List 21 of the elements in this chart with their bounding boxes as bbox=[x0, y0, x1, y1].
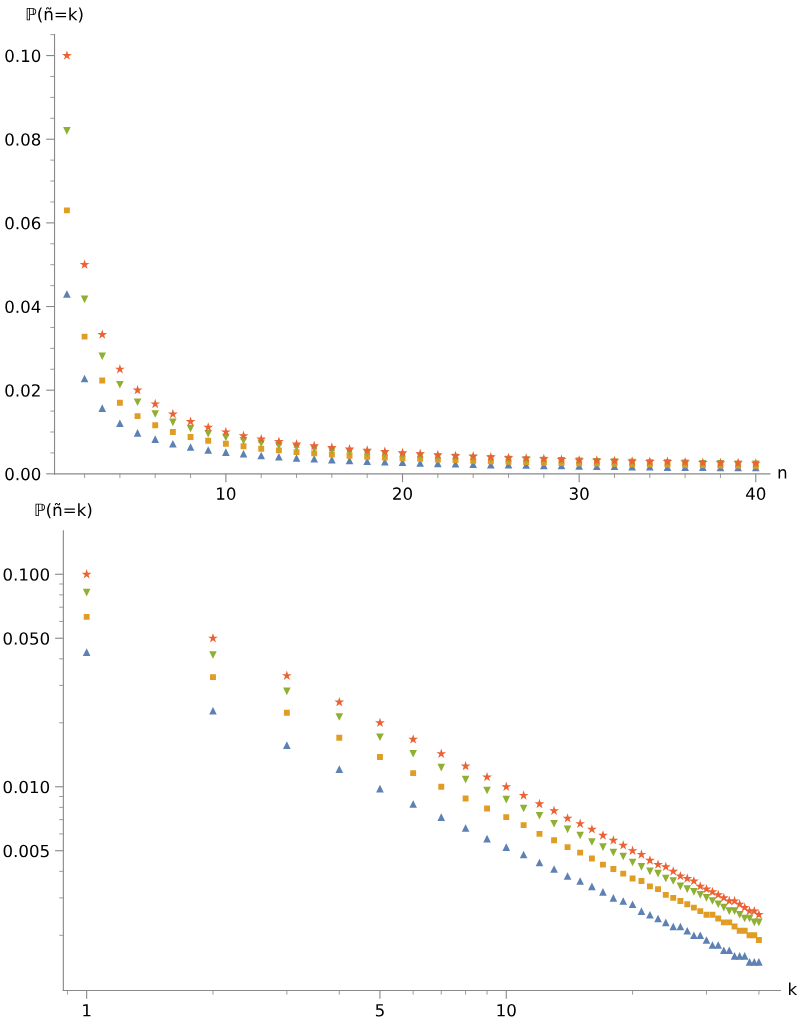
x-tick-label: 20 bbox=[393, 487, 413, 500]
x-tick-label: 5 bbox=[375, 1004, 384, 1017]
y-axis-title: ℙ(ñ=k) bbox=[35, 503, 92, 519]
y-tick-label: 0.06 bbox=[5, 216, 41, 230]
x-tick-label: 10 bbox=[497, 1003, 516, 1017]
y-axis-title: ℙ(ñ=k) bbox=[26, 7, 83, 23]
x-tick-label: 1 bbox=[83, 1004, 91, 1017]
y-tick-label: 0.04 bbox=[5, 300, 41, 314]
x-axis-title: n bbox=[778, 469, 787, 479]
y-tick-label: 0.005 bbox=[3, 844, 49, 858]
y-tick-label: 0.10 bbox=[5, 49, 41, 63]
y-tick-label: 0.02 bbox=[5, 384, 40, 397]
y-tick-label: 0.08 bbox=[5, 133, 41, 146]
y-tick-label: 0.050 bbox=[3, 632, 50, 645]
x-axis-title: k bbox=[789, 982, 798, 996]
x-tick-label: 40 bbox=[746, 487, 766, 500]
y-tick-label: 0.010 bbox=[3, 780, 50, 794]
y-tick-label: 0.00 bbox=[5, 467, 41, 481]
y-tick-label: 0.100 bbox=[3, 568, 50, 581]
x-tick-label: 30 bbox=[569, 487, 589, 500]
x-tick-label: 10 bbox=[217, 487, 236, 500]
